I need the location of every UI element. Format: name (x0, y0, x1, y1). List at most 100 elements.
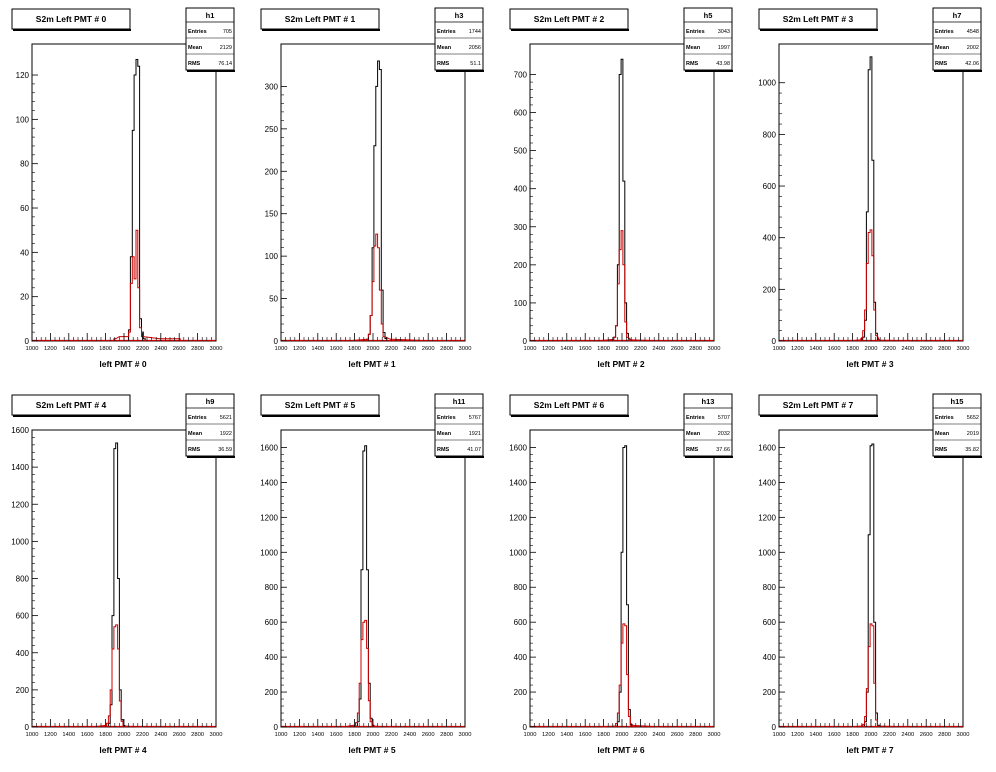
stats-entries-value: 5652 (967, 415, 979, 421)
x-tick-label: 2800 (689, 732, 702, 738)
y-tick-label: 1600 (11, 426, 29, 435)
y-tick-label: 400 (16, 649, 30, 658)
stats-hist-name: h1 (206, 11, 215, 20)
stats-shadow (187, 456, 235, 458)
y-tick-label: 1200 (11, 500, 29, 509)
histogram-series-0 (355, 445, 377, 727)
y-tick-label: 800 (763, 583, 777, 592)
y-tick-label: 60 (20, 204, 29, 213)
stats-hist-name: h9 (206, 397, 215, 406)
x-tick-label: 1400 (62, 732, 75, 738)
x-tick-label: 1200 (542, 732, 555, 738)
y-tick-label: 20 (20, 293, 29, 302)
y-tick-label: 400 (763, 653, 777, 662)
stats-rms-value: 41.07 (467, 447, 481, 453)
histogram-series-1 (851, 229, 910, 342)
stats-mean-value: 1921 (469, 431, 481, 437)
stats-rms-label: RMS (188, 447, 201, 453)
y-tick-label: 200 (514, 261, 528, 270)
y-tick-label: 800 (16, 575, 30, 584)
x-tick-label: 2000 (367, 346, 380, 352)
x-tick-label: 3000 (957, 732, 970, 738)
y-tick-label: 80 (20, 160, 29, 169)
title-box: S2m Left PMT # 7 (758, 394, 878, 417)
x-tick-label: 2800 (440, 732, 453, 738)
stats-rms-value: 35.82 (965, 447, 979, 453)
chart-title: S2m Left PMT # 5 (285, 400, 356, 410)
y-tick-label: 0 (772, 337, 777, 346)
x-tick-label: 2400 (154, 732, 167, 738)
x-tick-label: 1400 (809, 732, 822, 738)
chart-title: S2m Left PMT # 6 (534, 400, 605, 410)
stats-rms-label: RMS (188, 61, 201, 67)
x-tick-label: 2200 (385, 732, 398, 738)
stats-box: h5 Entries 3043 Mean 1997 RMS 43.98 (683, 7, 733, 72)
x-tick-label: 2200 (634, 732, 647, 738)
x-tick-label: 1200 (44, 732, 57, 738)
x-tick-label: 1600 (579, 732, 592, 738)
x-tick-label: 3000 (210, 346, 223, 352)
x-tick-label: 2600 (173, 732, 186, 738)
stats-entries-value: 5621 (220, 415, 232, 421)
stats-rms-value: 76.14 (218, 61, 232, 67)
stats-entries-label: Entries (935, 415, 954, 421)
x-tick-label: 2200 (385, 346, 398, 352)
x-tick-label: 2200 (136, 732, 149, 738)
stats-rms-label: RMS (686, 61, 699, 67)
stats-frame (683, 7, 733, 71)
chart-title: S2m Left PMT # 4 (36, 400, 107, 410)
x-tick-label: 3000 (210, 732, 223, 738)
plot-frame (280, 43, 466, 342)
stats-hist-name: h15 (951, 397, 964, 406)
x-tick-label: 2000 (367, 732, 380, 738)
stats-box: h9 Entries 5621 Mean 1922 RMS 36.59 (185, 393, 235, 458)
y-tick-label: 600 (16, 612, 30, 621)
title-box: S2m Left PMT # 5 (260, 394, 380, 417)
y-tick-label: 600 (514, 109, 528, 118)
x-tick-label: 2800 (938, 732, 951, 738)
y-tick-label: 1400 (509, 478, 527, 487)
y-tick-label: 1400 (11, 463, 29, 472)
histogram-panel-0: 1000 1200 1400 1600 1800 2000 2200 2400 2600 2800… (11, 7, 235, 369)
stats-hist-name: h5 (704, 11, 713, 20)
x-tick-label: 2600 (422, 732, 435, 738)
histogram-series-1 (344, 619, 393, 728)
stats-mean-value: 1997 (718, 45, 730, 51)
y-tick-label: 200 (16, 686, 30, 695)
x-tick-label: 1400 (62, 346, 75, 352)
stats-frame (434, 393, 484, 457)
x-tick-label: 1600 (330, 346, 343, 352)
chart-title: S2m Left PMT # 2 (534, 14, 605, 24)
histogram-panel-7: 1000 1200 1400 1600 1800 2000 2200 2400 2600 2800… (758, 393, 982, 755)
stats-entries-value: 705 (223, 29, 232, 35)
y-tick-label: 40 (20, 248, 29, 257)
x-tick-label: 3000 (708, 346, 721, 352)
stats-shadow (934, 456, 982, 458)
y-tick-label: 1000 (11, 537, 29, 546)
histogram-series-0 (106, 442, 128, 728)
stats-hist-name: h7 (953, 11, 962, 20)
x-tick-label: 1000 (275, 732, 288, 738)
title-shadow (511, 415, 629, 417)
y-tick-label: 200 (265, 167, 279, 176)
x-tick-label: 2400 (652, 732, 665, 738)
stats-mean-label: Mean (188, 45, 203, 51)
stats-mean-value: 2002 (967, 45, 979, 51)
stats-frame (185, 393, 235, 457)
plot-frame (31, 429, 217, 728)
stats-mean-label: Mean (686, 431, 701, 437)
stats-box: h7 Entries 4548 Mean 2002 RMS 42.06 (932, 7, 982, 72)
x-axis-title: left PMT # 2 (597, 359, 645, 369)
x-tick-label: 2400 (652, 346, 665, 352)
x-tick-label: 1200 (791, 346, 804, 352)
stats-mean-label: Mean (686, 45, 701, 51)
y-tick-label: 0 (25, 723, 30, 732)
y-tick-label: 200 (265, 688, 279, 697)
stats-rms-value: 36.59 (218, 447, 232, 453)
stats-rms-label: RMS (935, 61, 948, 67)
stats-box: h15 Entries 5652 Mean 2019 RMS 35.82 (932, 393, 982, 458)
x-tick-label: 2400 (154, 346, 167, 352)
stats-frame (683, 393, 733, 457)
x-tick-label: 1600 (330, 732, 343, 738)
